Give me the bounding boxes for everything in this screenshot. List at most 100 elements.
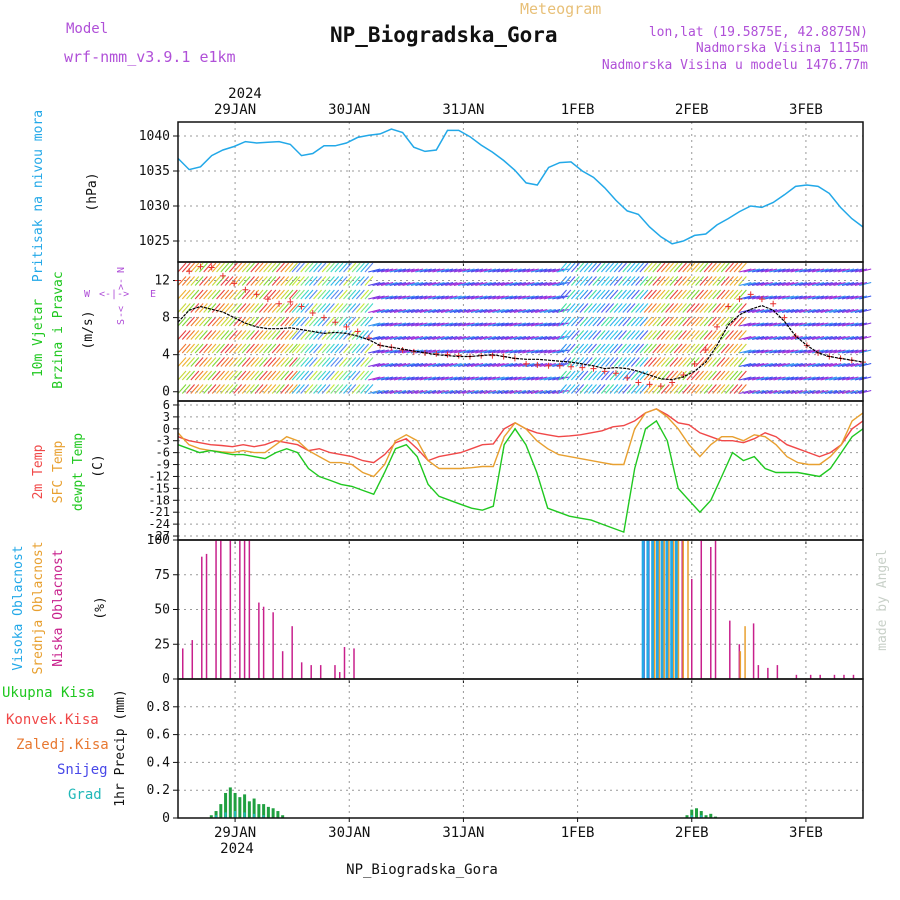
wind-barb <box>522 268 535 273</box>
wind-barb <box>233 316 243 327</box>
y-tick-label: 1030 <box>139 199 170 214</box>
wind-barb <box>575 289 585 300</box>
wind-barb <box>194 303 204 313</box>
wind-barb <box>308 303 318 313</box>
wind-barb <box>562 343 572 354</box>
wind-barb <box>177 330 187 340</box>
wind-barb <box>288 357 298 367</box>
wind-barb <box>799 349 812 354</box>
wind-barb <box>313 303 322 313</box>
cloud-ylabel-4: (%) <box>93 596 108 619</box>
wind-barb <box>258 370 268 381</box>
wind-barb <box>198 303 208 313</box>
wind-barb <box>854 268 868 273</box>
wind-barb <box>445 335 458 341</box>
wind-barb <box>500 281 514 287</box>
wind-barb <box>402 376 415 381</box>
wind-barb <box>470 308 484 314</box>
precip-bar <box>271 808 275 818</box>
wind-barb <box>522 308 535 314</box>
wind-barb <box>678 289 687 300</box>
wind-barb <box>673 262 683 273</box>
wind-barb <box>505 295 518 300</box>
wind-barb <box>402 281 415 287</box>
wind-barb <box>522 349 535 354</box>
wind-barb <box>488 376 501 381</box>
wind-barb <box>660 262 670 273</box>
wind-barb <box>513 308 526 314</box>
wind-barb <box>250 357 260 367</box>
wind-barb <box>334 303 344 313</box>
wind-barb <box>630 384 640 394</box>
wind-barb <box>648 357 657 367</box>
wind-barb <box>334 316 344 327</box>
wind-barb <box>552 322 565 327</box>
wind-barb <box>665 289 674 300</box>
wind-barb <box>686 330 696 340</box>
wind-barb <box>756 349 769 354</box>
wind-barb <box>436 295 449 300</box>
wind-barb <box>462 349 475 354</box>
wind-barb <box>304 262 314 273</box>
wind-barb <box>526 308 539 314</box>
wind-barb <box>570 289 580 300</box>
wind-barb <box>678 303 687 313</box>
wind-barb <box>288 262 298 273</box>
wind-barb <box>618 370 627 381</box>
wind-barb <box>539 376 552 381</box>
wind-barb <box>466 349 479 354</box>
wind-barb <box>296 343 305 354</box>
wind-barb <box>739 295 752 300</box>
wind-barb <box>630 330 640 340</box>
wind-barb <box>360 289 370 300</box>
wind-barb <box>406 376 419 381</box>
wind-barb <box>781 389 795 395</box>
wind-barb <box>368 268 381 273</box>
wind-barb <box>475 268 488 273</box>
wind-barb <box>432 349 445 354</box>
wind-barb <box>583 289 593 300</box>
wind-barb <box>592 330 602 340</box>
wind-barb <box>703 303 713 313</box>
wind-barb <box>552 389 565 395</box>
wind-barb <box>583 276 593 286</box>
wind-barb <box>530 389 544 395</box>
wind-barb <box>622 303 632 313</box>
wind-barb <box>398 376 411 381</box>
wind-barb <box>618 357 627 367</box>
wind-barb <box>246 262 255 273</box>
wind-barb <box>699 357 709 367</box>
wind-barb <box>284 262 294 273</box>
wind-barb <box>406 308 419 314</box>
wind-barb <box>566 370 576 381</box>
wind-barb <box>547 389 561 395</box>
wind-barb <box>368 295 381 300</box>
wind-barb <box>271 289 281 300</box>
wind-barb <box>492 376 505 381</box>
wind-barb <box>716 330 726 340</box>
wind-barb <box>393 295 407 300</box>
wind-barb <box>326 303 335 313</box>
wind-barb <box>436 335 449 341</box>
wind-barb <box>483 335 497 341</box>
precip-bar <box>228 787 232 818</box>
wind-barb <box>790 362 803 368</box>
wind-barb <box>652 289 662 300</box>
temperature-panel: 630-3-6-9-12-15-18-21-24-27 <box>148 398 864 544</box>
gust-marker <box>635 379 642 386</box>
wind-barb <box>794 362 808 368</box>
precip-label-freezing: Zaledj.Kisa <box>16 737 109 753</box>
wind-barb <box>355 289 365 300</box>
wind-barb <box>618 262 627 273</box>
wind-barb <box>720 262 730 273</box>
precip-bar <box>695 808 699 818</box>
wind-barb <box>492 322 505 327</box>
wind-barb <box>308 289 318 300</box>
wind-barb <box>246 357 255 367</box>
wind-barb <box>656 289 666 300</box>
wind-barb <box>562 316 572 327</box>
wind-barb <box>423 308 437 314</box>
wind-barb <box>850 281 863 287</box>
wind-barb <box>725 370 734 381</box>
wind-barb <box>347 276 357 286</box>
